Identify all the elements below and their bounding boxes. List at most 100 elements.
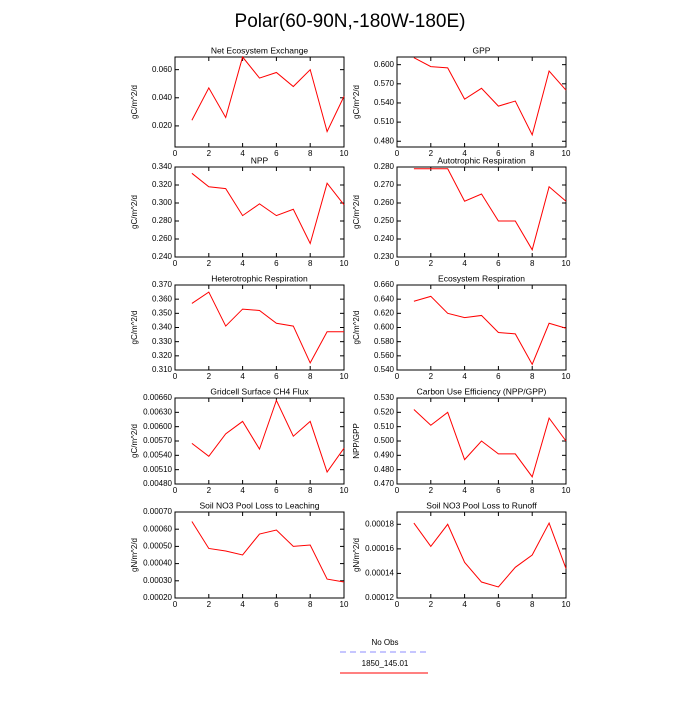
x-tick-label: 2 xyxy=(429,372,434,381)
panel-title: GPP xyxy=(473,45,491,55)
y-tick-label: 0.580 xyxy=(374,337,395,346)
panel-title: Gridcell Surface CH4 Flux xyxy=(210,386,309,396)
y-tick-label: 0.060 xyxy=(152,65,173,74)
legend-label: 1850_145.01 xyxy=(362,659,409,668)
y-tick-label: 0.00060 xyxy=(143,524,172,533)
y-tick-label: 0.600 xyxy=(374,60,395,69)
y-tick-label: 0.00016 xyxy=(365,544,394,553)
x-tick-label: 4 xyxy=(240,149,245,158)
panel-title: Autotrophic Respiration xyxy=(437,155,526,165)
y-tick-label: 0.270 xyxy=(374,180,395,189)
chart-title: Polar(60-90N,-180W-180E) xyxy=(235,11,466,32)
data-line xyxy=(191,291,344,365)
y-tick-label: 0.370 xyxy=(152,280,173,289)
x-tick-label: 8 xyxy=(308,600,313,609)
x-tick-label: 10 xyxy=(340,259,349,268)
x-tick-label: 0 xyxy=(173,372,178,381)
y-tick-label: 0.240 xyxy=(152,252,173,261)
x-tick-label: 2 xyxy=(429,259,434,268)
panel-title: Net Ecosystem Exchange xyxy=(211,45,309,55)
y-tick-label: 0.260 xyxy=(374,198,395,207)
x-tick-label: 10 xyxy=(340,149,349,158)
x-tick-label: 0 xyxy=(395,486,400,495)
y-tick-label: 0.570 xyxy=(374,79,395,88)
y-tick-label: 0.540 xyxy=(374,98,395,107)
x-tick-label: 2 xyxy=(207,372,212,381)
y-tick-label: 0.00040 xyxy=(143,559,172,568)
y-axis-label: gC/m^2/d xyxy=(130,424,139,458)
x-tick-label: 0 xyxy=(395,259,400,268)
x-tick-label: 0 xyxy=(173,486,178,495)
legend-label: No Obs xyxy=(371,638,398,647)
x-tick-label: 6 xyxy=(274,486,279,495)
data-line xyxy=(191,55,345,133)
y-tick-label: 0.00020 xyxy=(143,593,172,602)
y-tick-label: 0.280 xyxy=(374,162,395,171)
y-tick-label: 0.00070 xyxy=(143,507,172,516)
plot-frame xyxy=(174,511,345,599)
plot-frame xyxy=(396,284,567,371)
x-tick-label: 8 xyxy=(530,149,535,158)
y-tick-label: 0.00050 xyxy=(143,542,172,551)
x-tick-label: 0 xyxy=(173,259,178,268)
x-tick-label: 0 xyxy=(395,372,400,381)
y-axis-label: gC/m^2/d xyxy=(130,311,139,345)
y-tick-label: 0.00480 xyxy=(143,479,172,488)
y-tick-label: 0.280 xyxy=(152,216,173,225)
y-tick-label: 0.350 xyxy=(152,308,173,317)
y-tick-label: 0.00600 xyxy=(143,422,172,431)
y-tick-label: 0.470 xyxy=(374,479,395,488)
x-tick-label: 4 xyxy=(240,372,245,381)
y-tick-label: 0.250 xyxy=(374,216,395,225)
x-tick-label: 8 xyxy=(308,486,313,495)
x-tick-label: 4 xyxy=(240,600,245,609)
x-tick-label: 6 xyxy=(496,486,501,495)
y-tick-label: 0.00018 xyxy=(365,519,394,528)
y-tick-label: 0.00660 xyxy=(143,393,172,402)
x-tick-label: 6 xyxy=(274,149,279,158)
x-tick-label: 8 xyxy=(308,149,313,158)
y-axis-label: gC/m^2/d xyxy=(130,195,139,229)
x-tick-label: 6 xyxy=(274,259,279,268)
y-tick-label: 0.530 xyxy=(374,393,395,402)
y-axis-label: NPP/GPP xyxy=(352,423,361,459)
x-tick-label: 8 xyxy=(530,372,535,381)
x-tick-label: 8 xyxy=(530,486,535,495)
x-tick-label: 0 xyxy=(395,600,400,609)
data-line xyxy=(413,57,567,137)
y-tick-label: 0.510 xyxy=(374,117,395,126)
x-tick-label: 0 xyxy=(173,600,178,609)
x-tick-label: 8 xyxy=(308,372,313,381)
x-tick-label: 2 xyxy=(429,149,434,158)
panel-title: Carbon Use Efficiency (NPP/GPP) xyxy=(417,386,547,396)
x-tick-label: 4 xyxy=(462,149,467,158)
y-tick-label: 0.560 xyxy=(374,351,395,360)
x-tick-label: 10 xyxy=(340,372,349,381)
y-tick-label: 0.310 xyxy=(152,365,173,374)
y-axis-label: gC/m^2/d xyxy=(352,311,361,345)
y-tick-label: 0.240 xyxy=(374,234,395,243)
plot-frame xyxy=(396,56,567,148)
data-line xyxy=(191,172,345,245)
x-tick-label: 10 xyxy=(340,600,349,609)
panel-title: Soil NO3 Pool Loss to Runoff xyxy=(426,500,537,510)
y-tick-label: 0.480 xyxy=(374,136,395,145)
x-tick-label: 6 xyxy=(496,372,501,381)
y-tick-label: 0.510 xyxy=(374,422,395,431)
x-tick-label: 2 xyxy=(207,259,212,268)
y-tick-label: 0.540 xyxy=(374,365,395,374)
x-tick-label: 4 xyxy=(462,486,467,495)
y-axis-label: gN/m^2/d xyxy=(130,538,139,572)
y-tick-label: 0.00014 xyxy=(365,569,394,578)
x-tick-label: 6 xyxy=(496,149,501,158)
x-tick-label: 10 xyxy=(562,372,571,381)
x-tick-label: 8 xyxy=(530,600,535,609)
data-line xyxy=(191,399,345,474)
x-tick-label: 4 xyxy=(462,259,467,268)
panel-title: Heterotrophic Respiration xyxy=(211,273,308,283)
y-tick-label: 0.340 xyxy=(152,323,173,332)
x-tick-label: 4 xyxy=(240,486,245,495)
x-tick-label: 2 xyxy=(429,486,434,495)
y-tick-label: 0.320 xyxy=(152,351,173,360)
